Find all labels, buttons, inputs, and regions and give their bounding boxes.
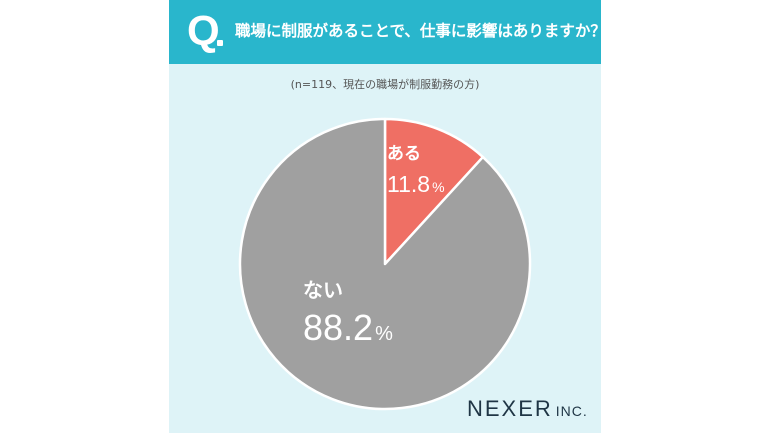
q-icon: Q [187,7,220,54]
slice-value-label: 11.8% [387,171,445,197]
pie-slice-2 [238,117,532,411]
pie-chart: ある 11.8 % ない 88.2% [238,117,532,411]
sample-note: (n=119、現在の職場が制服勤務の方) [290,78,480,91]
slice-name-label: ない [303,278,343,302]
question-text: 職場に制服があることで、仕事に影響はありますか？ [235,22,601,40]
survey-card: Q 職場に制服があることで、仕事に影響はありますか？ (n=119、現在の職場が… [169,0,601,433]
pie-slice-1 [383,117,485,266]
brand-logo: NEXER INC. [467,396,588,422]
q-dot-icon [217,40,223,46]
slice-name-label: ある [387,144,421,164]
brand-suffix: INC. [555,403,588,419]
slice-value-label: 88.2% [303,307,393,348]
question-header: Q 職場に制服があることで、仕事に影響はありますか？ [169,0,601,64]
brand-name: NEXER [467,396,553,421]
